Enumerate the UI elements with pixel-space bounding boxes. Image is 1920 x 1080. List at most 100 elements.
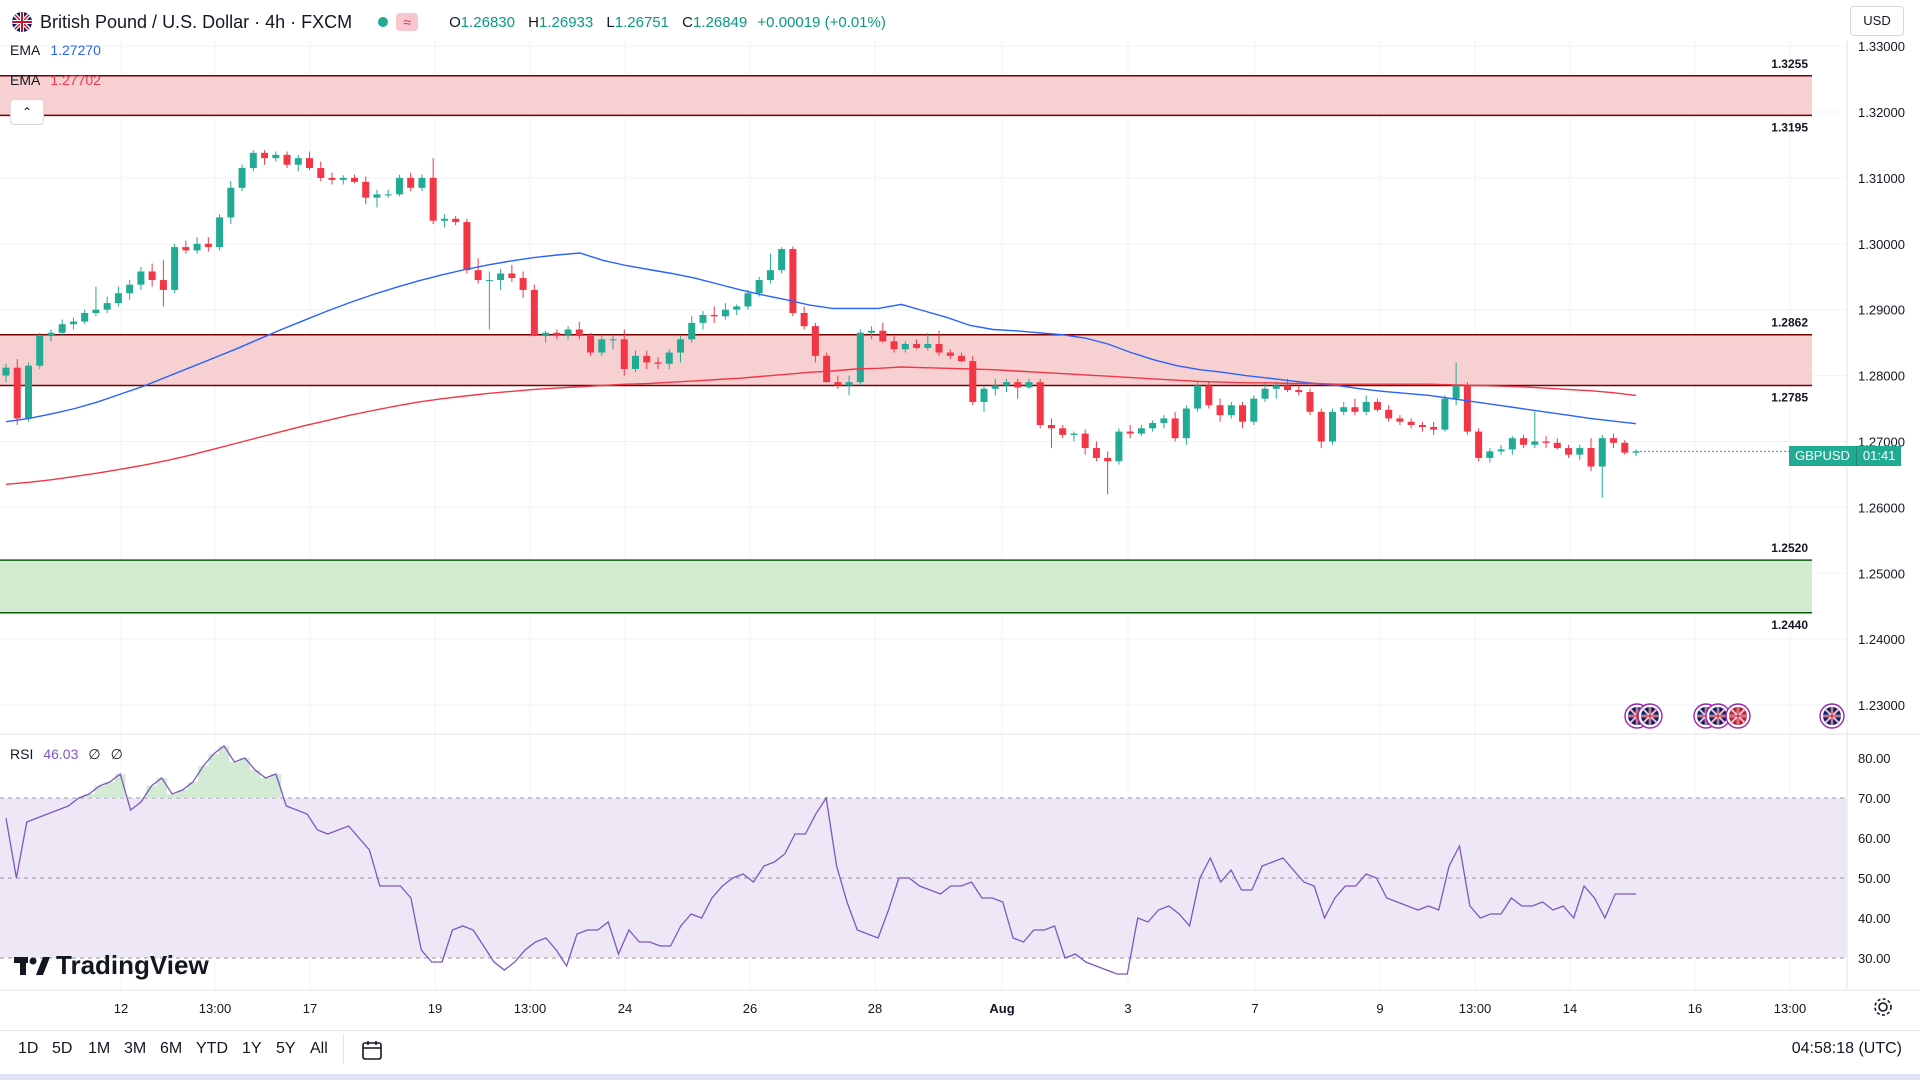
timeframe-3m[interactable]: 3M [124, 1040, 147, 1057]
price-axis-label: 1.25000 [1858, 566, 1905, 581]
candle-up [2, 367, 10, 376]
candle-up [1508, 438, 1516, 450]
candle-down [204, 243, 212, 248]
candle-up [778, 249, 786, 271]
candle-down [13, 367, 21, 419]
candle-up [497, 273, 505, 281]
candle-up [294, 158, 302, 165]
candle-up [114, 293, 122, 304]
rsi-overbought-fill [83, 746, 282, 798]
timeframe-5d[interactable]: 5D [52, 1040, 73, 1057]
timeframe-ytd[interactable]: YTD [196, 1040, 228, 1057]
candle-up [272, 154, 280, 159]
gbp-usd-flag-icon [12, 12, 32, 32]
candle-up [744, 293, 752, 307]
timeframe-1m[interactable]: 1M [88, 1040, 111, 1057]
candle-down [1171, 418, 1179, 439]
candle-up [1160, 418, 1168, 424]
currency-button[interactable]: USD [1850, 6, 1904, 36]
candle-down [328, 177, 336, 180]
candle-down [969, 361, 977, 402]
candle-down [148, 271, 156, 281]
candle-down [1475, 431, 1483, 458]
candle-down [1373, 401, 1381, 410]
date-range-icon[interactable] [360, 1038, 384, 1067]
rsi-axis-label: 30.00 [1858, 951, 1891, 966]
candle-down [710, 314, 718, 317]
candle-up [1002, 382, 1010, 386]
candle-up [1250, 398, 1258, 422]
timeframe-6m[interactable]: 6M [160, 1040, 183, 1057]
candle-down [1396, 418, 1404, 422]
collapse-legend-button[interactable]: ⌃ [10, 99, 44, 125]
candle-up [1261, 388, 1269, 399]
candle-up [699, 314, 707, 323]
timeframe-1d[interactable]: 1D [18, 1040, 39, 1057]
candle-down [261, 152, 269, 159]
candle-up [1227, 405, 1235, 416]
candle-up [24, 365, 32, 419]
candle-down [811, 326, 819, 356]
candle-down [890, 341, 898, 350]
candle-up [1070, 433, 1078, 435]
rsi-value: 46.03 [43, 746, 79, 762]
candle-up [632, 355, 640, 369]
candle-up [901, 343, 909, 350]
close-value: 1.26849 [693, 13, 748, 31]
candle-up [980, 388, 988, 402]
ema-fast-legend[interactable]: EMA 1.27270 [10, 42, 101, 58]
candle-up [733, 306, 741, 310]
price-axis-label: 1.32000 [1858, 105, 1905, 120]
settings-gear-icon[interactable] [1872, 996, 1894, 1023]
time-axis-label: 16 [1688, 1001, 1702, 1016]
toolbar-divider [343, 1034, 344, 1064]
rsi-legend[interactable]: RSI 46.03 ∅ ∅ [10, 746, 123, 763]
market-open-icon [378, 17, 389, 27]
time-axis-label: 14 [1563, 1001, 1577, 1016]
candle-down [452, 218, 460, 223]
candle-up [1632, 451, 1640, 453]
zone-upper-label: 1.3255 [1771, 57, 1808, 71]
price-axis-label: 1.31000 [1858, 171, 1905, 186]
candle-down [362, 181, 370, 198]
candle-up [418, 177, 426, 188]
candle-down [1317, 411, 1325, 442]
symbol-title[interactable]: British Pound / U.S. Dollar · 4h · FXCM [40, 11, 353, 32]
candle-down [575, 329, 583, 337]
candle-down [1407, 421, 1415, 426]
candle-up [1452, 385, 1460, 399]
ema-slow-legend[interactable]: EMA 1.27702 [10, 72, 101, 88]
price-axis-label: 1.30000 [1858, 237, 1905, 252]
candle-down [1565, 448, 1573, 455]
candle-up [126, 284, 134, 294]
high-label: H [528, 13, 540, 31]
zone-lower-label: 1.2785 [1771, 390, 1808, 404]
gb-flag-icon [1637, 703, 1663, 729]
candle-down [958, 355, 966, 362]
time-axis-label: 26 [743, 1001, 757, 1016]
candle-up [845, 382, 853, 386]
tradingview-logo-icon [14, 956, 50, 975]
candle-up [991, 385, 999, 389]
timeframe-1y[interactable]: 1Y [242, 1040, 262, 1057]
tradingview-logo-text: TradingView [56, 950, 209, 980]
candle-down [519, 278, 527, 290]
us-flag-icon [1725, 703, 1751, 729]
timeframe-5y[interactable]: 5Y [276, 1040, 296, 1057]
timeframe-all[interactable]: All [310, 1040, 328, 1057]
candle-down [1104, 457, 1112, 462]
symbol-tag: GBPUSD [1789, 446, 1856, 466]
candle-down [1205, 385, 1213, 406]
ema-fast-name: EMA [10, 42, 41, 58]
utc-clock[interactable]: 04:58:18 (UTC) [1791, 1040, 1902, 1057]
candle-down [306, 158, 314, 169]
candle-down [946, 352, 954, 356]
candle-up [216, 217, 224, 248]
ema-slow-name: EMA [10, 72, 41, 88]
time-axis-label: 17 [303, 1001, 317, 1016]
data-status-icon[interactable]: ≈ [396, 13, 419, 31]
candle-down [620, 339, 628, 369]
candle-down [587, 336, 595, 353]
candle-up [395, 177, 403, 195]
